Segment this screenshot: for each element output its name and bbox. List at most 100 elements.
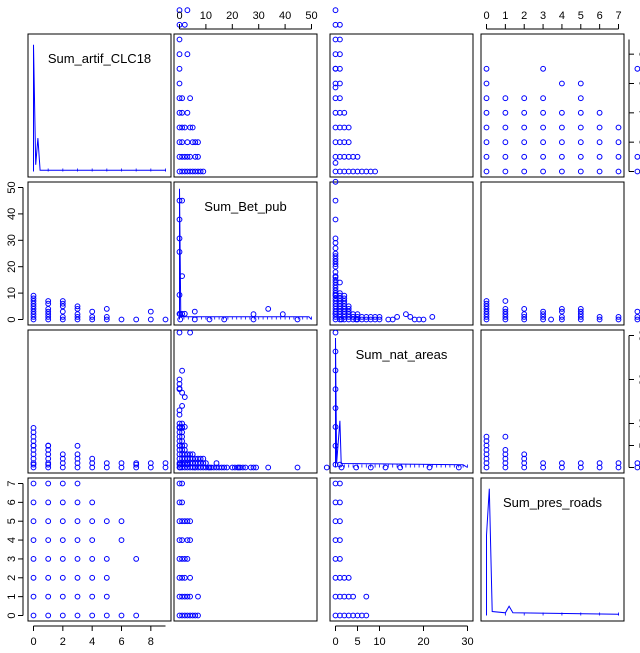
point-3-0-41: [89, 537, 96, 543]
point-1-0-46: [45, 300, 52, 307]
point-3-1-15: [176, 235, 183, 242]
point-1-3-42: [540, 308, 546, 315]
point-2-1-59: [181, 442, 188, 449]
point-1-3-50: [577, 306, 584, 312]
point-3-1-25: [179, 499, 186, 506]
point-3-0-37: [89, 612, 96, 619]
point-0-2-49: [354, 153, 361, 160]
point-0-2-32: [337, 80, 343, 87]
point-0-3-35: [615, 124, 622, 131]
y-tick-label-Sum_artif_CLC18-4: 8: [638, 51, 640, 57]
panel-frame-3-1: [173, 477, 318, 622]
point-2-1-78: [179, 367, 186, 374]
point-0-3-50: [559, 80, 565, 87]
y-tick-label-Sum_artif_CLC18-1: 2: [638, 139, 640, 145]
point-0-1-35: [184, 51, 191, 58]
point-3-1-21: [179, 574, 186, 581]
y-tick-label-Sum_pres_roads-6: 6: [6, 499, 18, 505]
point-0-2-34: [337, 51, 343, 58]
point-1-0-9: [162, 316, 169, 323]
point-0-1-46: [192, 153, 199, 160]
point-0-2-11: [332, 7, 339, 14]
point-0-3-17: [615, 153, 622, 160]
point-3-0-10: [45, 612, 52, 619]
y-tick-label-Sum_nat_areas-1: 5: [638, 442, 640, 448]
point-3-2-19: [332, 235, 339, 242]
point-3-1-50: [187, 518, 194, 525]
point-0-3-4: [559, 168, 565, 175]
point-0-1-34: [184, 109, 191, 116]
point-1-3-37: [577, 311, 584, 318]
point-0-2-41: [341, 109, 348, 116]
point-0-3-27: [615, 139, 622, 146]
y-tick-label-Sum_pres_roads-5: 5: [6, 518, 18, 524]
point-2-1-36: [203, 460, 209, 467]
panel-frame-2-1: [173, 329, 318, 474]
point-2-0-44: [59, 451, 66, 458]
point-3-0-4: [30, 537, 37, 543]
point-3-2-29: [337, 556, 343, 562]
point-0-1-44: [189, 124, 196, 131]
point-1-2-59: [354, 311, 361, 318]
point-3-0-32: [74, 537, 81, 543]
y-tick-label-Sum_Bet_pub-1: 10: [6, 287, 18, 299]
point-1-3-49: [559, 306, 565, 312]
point-2-0-17: [294, 464, 301, 471]
point-3-1-49: [187, 537, 194, 543]
point-1-3-55: [502, 298, 509, 304]
point-3-0-51: [118, 518, 125, 525]
point-1-2-46: [341, 295, 348, 302]
point-2-0-41: [89, 455, 96, 462]
point-1-0-5: [103, 316, 110, 323]
x-tick-label-Sum_Bet_pub-5: 50: [305, 10, 317, 22]
point-3-0-54: [133, 461, 140, 468]
point-1-2-19: [332, 261, 339, 268]
point-3-2-31: [337, 518, 343, 525]
point-3-0-33: [74, 518, 81, 525]
point-1-0-40: [103, 306, 110, 312]
point-0-3-16: [596, 153, 603, 160]
point-1-3-53: [483, 300, 490, 307]
x-tick-label-Sum_pres_roads-2: 2: [521, 10, 527, 22]
x-tick-label-Sum_pres_roads-1: 1: [502, 10, 508, 22]
point-0-2-45: [345, 124, 352, 131]
point-3-1-36: [181, 556, 188, 562]
point-3-0-5: [30, 518, 37, 525]
x-tick-label-Sum_artif_CLC18-4: 8: [148, 636, 154, 648]
point-1-0-32: [45, 308, 52, 315]
point-3-0-23: [59, 556, 66, 562]
y-tick-label-Sum_Bet_pub-4: 40: [6, 208, 18, 220]
point-1-3-34: [502, 311, 509, 318]
point-0-3-29: [502, 124, 509, 131]
point-0-3-31: [540, 124, 546, 131]
point-3-1-26: [179, 480, 186, 487]
y-tick-label-Sum_pres_roads-4: 4: [6, 537, 18, 543]
point-3-1-29: [179, 424, 186, 430]
point-3-1-31: [179, 273, 186, 280]
point-3-2-11: [332, 405, 339, 412]
point-3-2-14: [332, 348, 339, 355]
point-1-2-77: [420, 316, 427, 323]
point-3-0-28: [74, 612, 81, 619]
x-tick-label-Sum_artif_CLC18-0: 0: [30, 636, 36, 648]
point-2-0-53: [30, 425, 37, 431]
x-tick-label-Sum_artif_CLC18-3: 6: [118, 636, 124, 648]
point-0-2-31: [337, 95, 343, 102]
point-3-1-16: [176, 216, 183, 223]
point-3-2-18: [332, 273, 339, 280]
point-3-0-12: [45, 574, 52, 581]
point-1-3-45: [634, 308, 640, 315]
point-1-2-73: [403, 311, 409, 318]
point-1-3-43: [559, 308, 565, 315]
panel-frame-1-1: [173, 181, 318, 326]
point-0-3-23: [540, 139, 546, 146]
point-0-3-45: [502, 95, 509, 102]
point-3-1-45: [184, 461, 191, 468]
x-tick-label-Sum_Bet_pub-0: 0: [176, 10, 182, 22]
point-0-3-26: [596, 139, 603, 146]
point-1-0-24: [103, 314, 110, 320]
point-1-0-4: [89, 316, 96, 323]
point-1-0-26: [45, 311, 52, 318]
point-2-1-47: [200, 455, 207, 462]
y-tick-label-Sum_Bet_pub-0: 0: [6, 316, 18, 322]
